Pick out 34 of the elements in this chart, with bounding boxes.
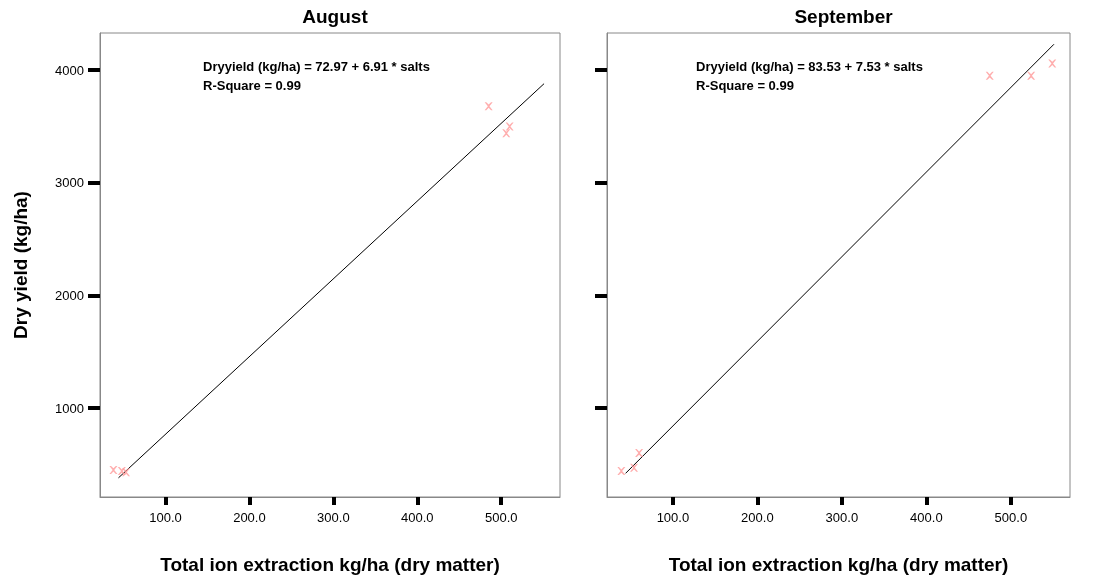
x-tick-label: 100.0 [656,510,690,525]
annotation: R-Square = 0.99 [203,78,301,93]
x-tick-label: 500.0 [484,510,518,525]
x-tick-label: 200.0 [233,510,266,525]
point [109,465,118,474]
x-tick-label: 500.0 [994,510,1028,525]
y-tick-label: 1000 [55,400,84,416]
x-axis-title: Total ion extraction kg/ha (dry matter) [668,554,1009,575]
point [122,468,131,477]
x-tick-label: 400.0 [910,510,943,525]
annotation: R-Square = 0.99 [696,78,794,93]
point [484,102,493,111]
x-tick-label: 100.0 [149,510,182,525]
point [635,449,644,458]
point [505,122,514,131]
annotation: Dryyield (kg/ha) = 83.53 + 7.53 * salts [696,59,923,74]
point [985,71,994,80]
x-tick-label: 400.0 [401,510,434,525]
point [502,129,511,138]
y-tick-label: 4000 [55,62,84,78]
x-tick-label: 300.0 [825,510,859,525]
y-axis-title: Dry yield (kg/ha) [10,191,31,339]
chart-title: September [794,6,894,27]
point [630,463,639,472]
chart-title: August [302,6,369,27]
x-axis-title: Total ion extraction kg/ha (dry matter) [160,554,500,575]
x-tick-label: 300.0 [317,510,350,525]
y-tick-label: 3000 [55,175,84,191]
annotation: Dryyield (kg/ha) = 72.97 + 6.91 * salts [203,59,430,74]
point [1027,71,1036,80]
point [1048,59,1057,68]
y-tick-label: 2000 [55,287,84,303]
x-tick-label: 200.0 [741,510,774,525]
point [617,467,626,476]
